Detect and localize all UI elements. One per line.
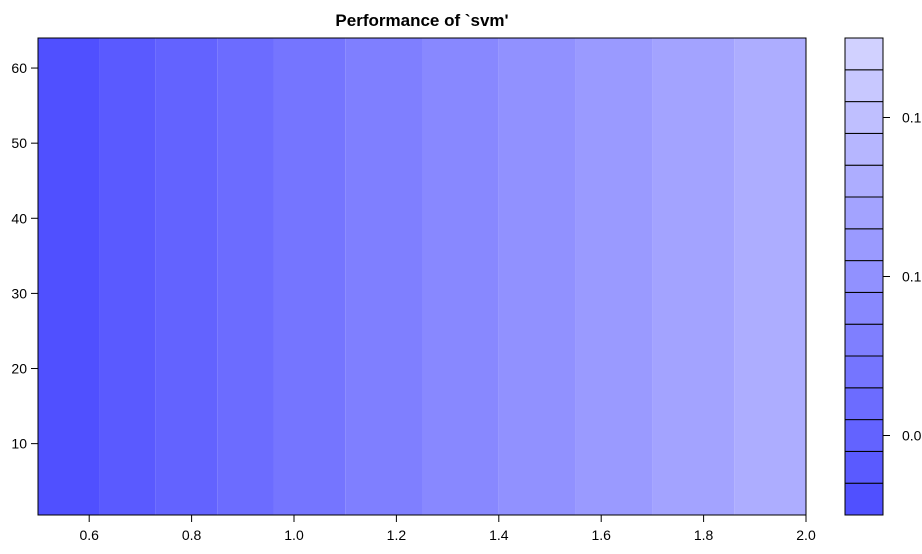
x-tick-label: 1.4	[489, 527, 509, 543]
x-tick-label: 1.6	[591, 527, 611, 543]
heatmap-band	[217, 38, 274, 515]
colorbar-level	[844, 355, 884, 389]
heatmap-bands	[38, 38, 806, 515]
x-tick-label: 0.6	[79, 527, 99, 543]
colorbar-level	[844, 101, 884, 134]
colorbar-level	[844, 69, 884, 103]
x-tick-label: 0.8	[182, 527, 202, 543]
y-axis: 10 20 30 40 50 60	[11, 60, 38, 452]
x-tick-label: 1.0	[284, 527, 304, 543]
heatmap-band	[99, 38, 156, 515]
colorbar-level	[844, 260, 884, 293]
y-tick-label: 20	[11, 361, 27, 377]
heatmap-band	[422, 38, 499, 515]
x-tick-label: 1.2	[387, 527, 407, 543]
colorbar-tick-label: 0.0	[902, 428, 922, 444]
y-tick-label: 50	[11, 135, 27, 151]
x-axis: 0.6 0.8 1.0 1.2 1.4 1.6 1.8 2.0	[79, 515, 816, 543]
x-tick-label: 1.8	[694, 527, 714, 543]
heatmap-band	[575, 38, 653, 515]
chart-title: Performance of `svm'	[335, 11, 508, 30]
colorbar-level	[844, 164, 884, 198]
colorbar-level	[844, 196, 884, 230]
heatmap-band	[345, 38, 422, 515]
heatmap-band	[652, 38, 735, 515]
colorbar-level	[844, 450, 884, 484]
heatmap-band	[273, 38, 346, 515]
colorbar-level	[844, 323, 884, 357]
x-tick-label: 2.0	[796, 527, 816, 543]
colorbar-level	[844, 387, 884, 421]
colorbar-tick-label: 0.1	[902, 269, 922, 285]
colorbar-level	[844, 37, 884, 71]
colorbar-legend: 0.0 0.1 0.1	[844, 37, 922, 516]
heatmap-band	[498, 38, 576, 515]
heatmap-band	[155, 38, 218, 515]
colorbar-tick-label: 0.1	[902, 110, 922, 126]
colorbar-level	[844, 482, 884, 516]
heatmap-band	[734, 38, 806, 515]
y-tick-label: 10	[11, 436, 27, 452]
heatmap-band	[38, 38, 100, 515]
colorbar-level	[844, 228, 884, 262]
colorbar-level	[844, 291, 884, 325]
colorbar-level	[844, 132, 884, 166]
colorbar-level	[844, 419, 884, 452]
y-tick-label: 60	[11, 60, 27, 76]
plot-frame	[37, 37, 807, 516]
y-tick-label: 40	[11, 210, 27, 226]
y-tick-label: 30	[11, 285, 27, 301]
